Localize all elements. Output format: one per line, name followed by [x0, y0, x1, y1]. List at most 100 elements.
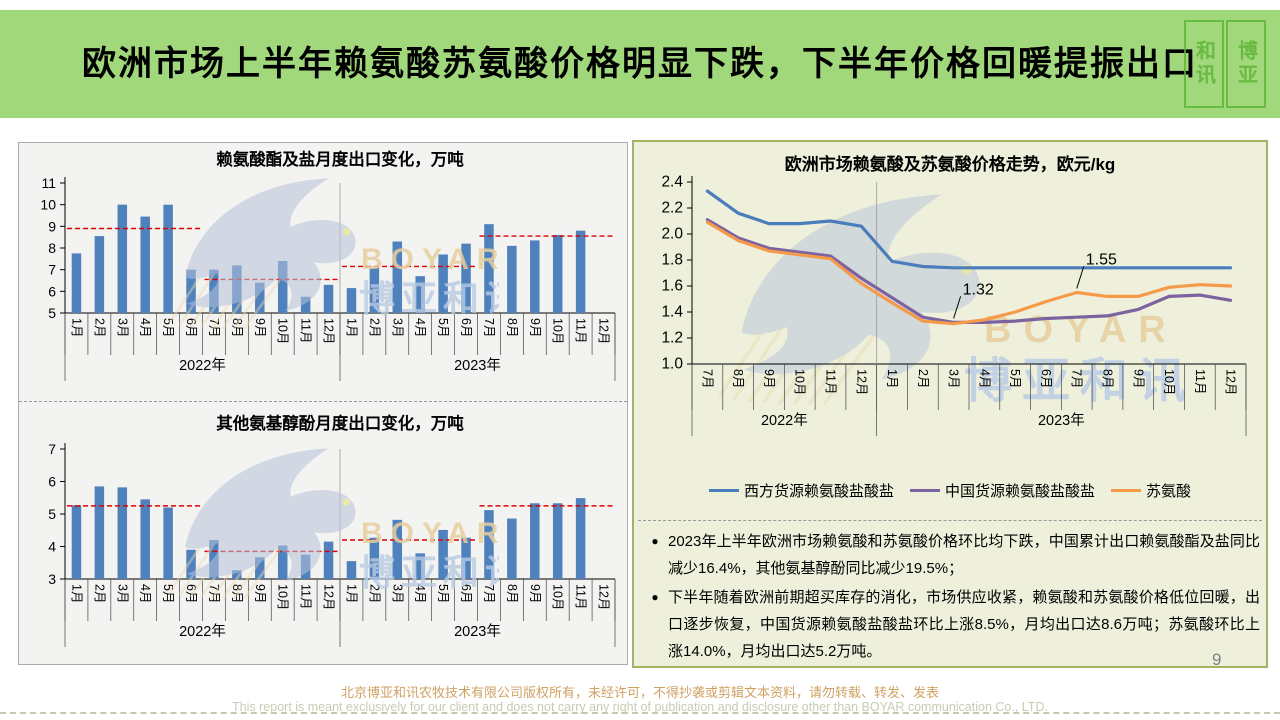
svg-text:9月: 9月 [762, 369, 776, 388]
svg-text:7月: 7月 [482, 584, 496, 603]
svg-text:12月: 12月 [597, 584, 611, 610]
svg-text:3月: 3月 [390, 584, 404, 603]
bar-chart-svg: 赖氨酸酯及盐月度出口变化，万吨 5 6 7 8 9 10 11 1月 2月 3月 4月 5月 6月 7月 8月… [40, 149, 616, 381]
legend-line-swatch [708, 489, 739, 492]
svg-text:10月: 10月 [1162, 369, 1176, 395]
svg-text:2.2: 2.2 [661, 200, 683, 217]
svg-text:4月: 4月 [138, 318, 152, 337]
svg-text:8月: 8月 [1101, 369, 1115, 388]
svg-text:12月: 12月 [597, 318, 611, 344]
svg-text:1月: 1月 [885, 369, 899, 388]
legend-line-swatch [1111, 489, 1141, 492]
svg-text:11月: 11月 [574, 318, 588, 343]
svg-text:8: 8 [48, 240, 56, 256]
svg-text:3: 3 [48, 571, 56, 587]
svg-text:5: 5 [48, 305, 56, 321]
svg-text:2022年: 2022年 [761, 412, 808, 429]
svg-text:11月: 11月 [824, 369, 838, 394]
seal-stamp-icon: 和讯 [1184, 20, 1224, 108]
svg-text:4月: 4月 [413, 584, 427, 603]
svg-text:2023年: 2023年 [454, 623, 501, 640]
charts-divider [19, 401, 627, 402]
svg-text:11月: 11月 [1193, 369, 1207, 394]
summary-bullets: ● 2023年上半年欧洲市场赖氨酸和苏氨酸价格环比均下跌，中国累计出口赖氨酸酯及盐… [642, 528, 1260, 667]
page-number: 9 [1212, 650, 1222, 669]
svg-text:11: 11 [41, 175, 56, 191]
bullet-icon: ● [651, 534, 659, 548]
svg-text:3月: 3月 [115, 318, 129, 337]
svg-text:4: 4 [48, 539, 56, 555]
svg-text:1月: 1月 [344, 318, 358, 337]
svg-text:10月: 10月 [276, 584, 290, 610]
svg-text:1.32: 1.32 [963, 281, 994, 298]
export-charts-panel: BOYAR 博亚和讯 赖氨酸酯及盐月度出口变化，万吨5678910111月2月3… [18, 142, 628, 665]
svg-text:2023年: 2023年 [454, 357, 501, 374]
svg-text:5月: 5月 [161, 584, 175, 603]
svg-text:8月: 8月 [505, 318, 519, 337]
svg-text:1.8: 1.8 [661, 252, 683, 269]
svg-text:4月: 4月 [138, 584, 152, 603]
svg-text:2.4: 2.4 [661, 174, 683, 191]
price-trend-panel: 欧洲市场赖氨酸及苏氨酸价格走势，欧元/kg BOYAR 博亚和讯 1.0 1.2 1… [632, 140, 1268, 668]
svg-text:12月: 12月 [322, 584, 336, 610]
svg-text:12月: 12月 [854, 369, 868, 395]
line-chart-svg: 1.0 1.2 1.4 1.6 1.8 2.0 2.2 2.4 7月 8月 9月 10月 11月 12月 1… [661, 174, 1247, 436]
legend-label: 西方货源赖氨酸盐酸盐 [743, 483, 894, 500]
svg-text:9: 9 [48, 218, 56, 234]
svg-text:7月: 7月 [1070, 369, 1084, 388]
svg-text:3月: 3月 [115, 584, 129, 603]
svg-text:其他氨基醇酚月度出口变化，万吨: 其他氨基醇酚月度出口变化，万吨 [216, 413, 464, 433]
svg-text:9月: 9月 [1131, 369, 1145, 388]
bar-chart-svg: 其他氨基醇酚月度出口变化，万吨 3 4 5 6 7 1月 2月 3月 4月 5月 6月 7月 8月 9月 10… [48, 413, 616, 647]
seal-stamp-icon: 博亚 [1226, 20, 1266, 108]
svg-text:4月: 4月 [413, 318, 427, 337]
brand-seal: 和讯 博亚 [1184, 20, 1266, 108]
legend-label: 中国货源赖氨酸盐酸盐 [944, 483, 1095, 500]
legend-item: 苏氨酸 [1111, 480, 1191, 501]
bullet-text: 2023年上半年欧洲市场赖氨酸和苏氨酸价格环比均下跌，中国累计出口赖氨酸酯及盐同… [668, 533, 1260, 577]
svg-text:11月: 11月 [299, 584, 313, 609]
svg-text:8月: 8月 [731, 369, 745, 388]
svg-text:7月: 7月 [207, 584, 221, 603]
svg-text:11月: 11月 [299, 318, 313, 343]
svg-text:9月: 9月 [528, 584, 542, 603]
svg-text:1月: 1月 [69, 318, 83, 337]
svg-text:11月: 11月 [574, 584, 588, 609]
svg-text:12月: 12月 [1224, 369, 1238, 395]
svg-text:1.55: 1.55 [1086, 252, 1117, 269]
svg-text:7月: 7月 [700, 369, 714, 388]
svg-text:5: 5 [48, 506, 56, 522]
legend-label: 苏氨酸 [1146, 483, 1192, 500]
svg-text:7月: 7月 [207, 318, 221, 337]
svg-text:2022年: 2022年 [179, 357, 226, 374]
legend-item: 中国货源赖氨酸盐酸盐 [909, 480, 1095, 501]
svg-text:12月: 12月 [322, 318, 336, 344]
svg-text:6月: 6月 [1039, 369, 1053, 388]
footer-divider [0, 712, 1280, 714]
footer-copyright-cn: 北京博亚和讯农牧技术有限公司版权所有，未经许可，不得抄袭或剪辑文本资料，请勿转载… [340, 685, 939, 700]
svg-text:6月: 6月 [459, 584, 473, 603]
svg-text:2月: 2月 [92, 318, 106, 337]
svg-text:赖氨酸酯及盐月度出口变化，万吨: 赖氨酸酯及盐月度出口变化，万吨 [216, 149, 464, 169]
svg-text:10月: 10月 [551, 584, 565, 610]
svg-text:9月: 9月 [253, 584, 267, 603]
svg-text:5月: 5月 [1008, 369, 1022, 388]
svg-text:1.2: 1.2 [661, 330, 683, 347]
svg-text:6月: 6月 [459, 318, 473, 337]
svg-text:7: 7 [48, 262, 56, 278]
svg-text:1.0: 1.0 [661, 356, 683, 373]
svg-text:7月: 7月 [482, 318, 496, 337]
legend-item: 西方货源赖氨酸盐酸盐 [708, 480, 894, 501]
svg-text:3月: 3月 [390, 318, 404, 337]
svg-text:5月: 5月 [436, 318, 450, 337]
svg-text:6月: 6月 [184, 584, 198, 603]
svg-text:1月: 1月 [344, 584, 358, 603]
bullet-item: ● 2023年上半年欧洲市场赖氨酸和苏氨酸价格环比均下跌，中国累计出口赖氨酸酯及盐… [642, 528, 1260, 582]
svg-text:6月: 6月 [184, 318, 198, 337]
svg-text:2月: 2月 [367, 318, 381, 337]
footer-copyright-en: This report is meant exclusively for our… [232, 700, 1048, 714]
page-title: 欧洲市场上半年赖氨酸苏氨酸价格明显下跌，下半年价格回暖提振出口 [82, 45, 1198, 83]
bullet-item: ● 下半年随着欧洲前期超买库存的消化，市场供应收紧，赖氨酸和苏氨酸价格低位回暖，出… [642, 584, 1260, 665]
legend-line-swatch [909, 489, 940, 492]
